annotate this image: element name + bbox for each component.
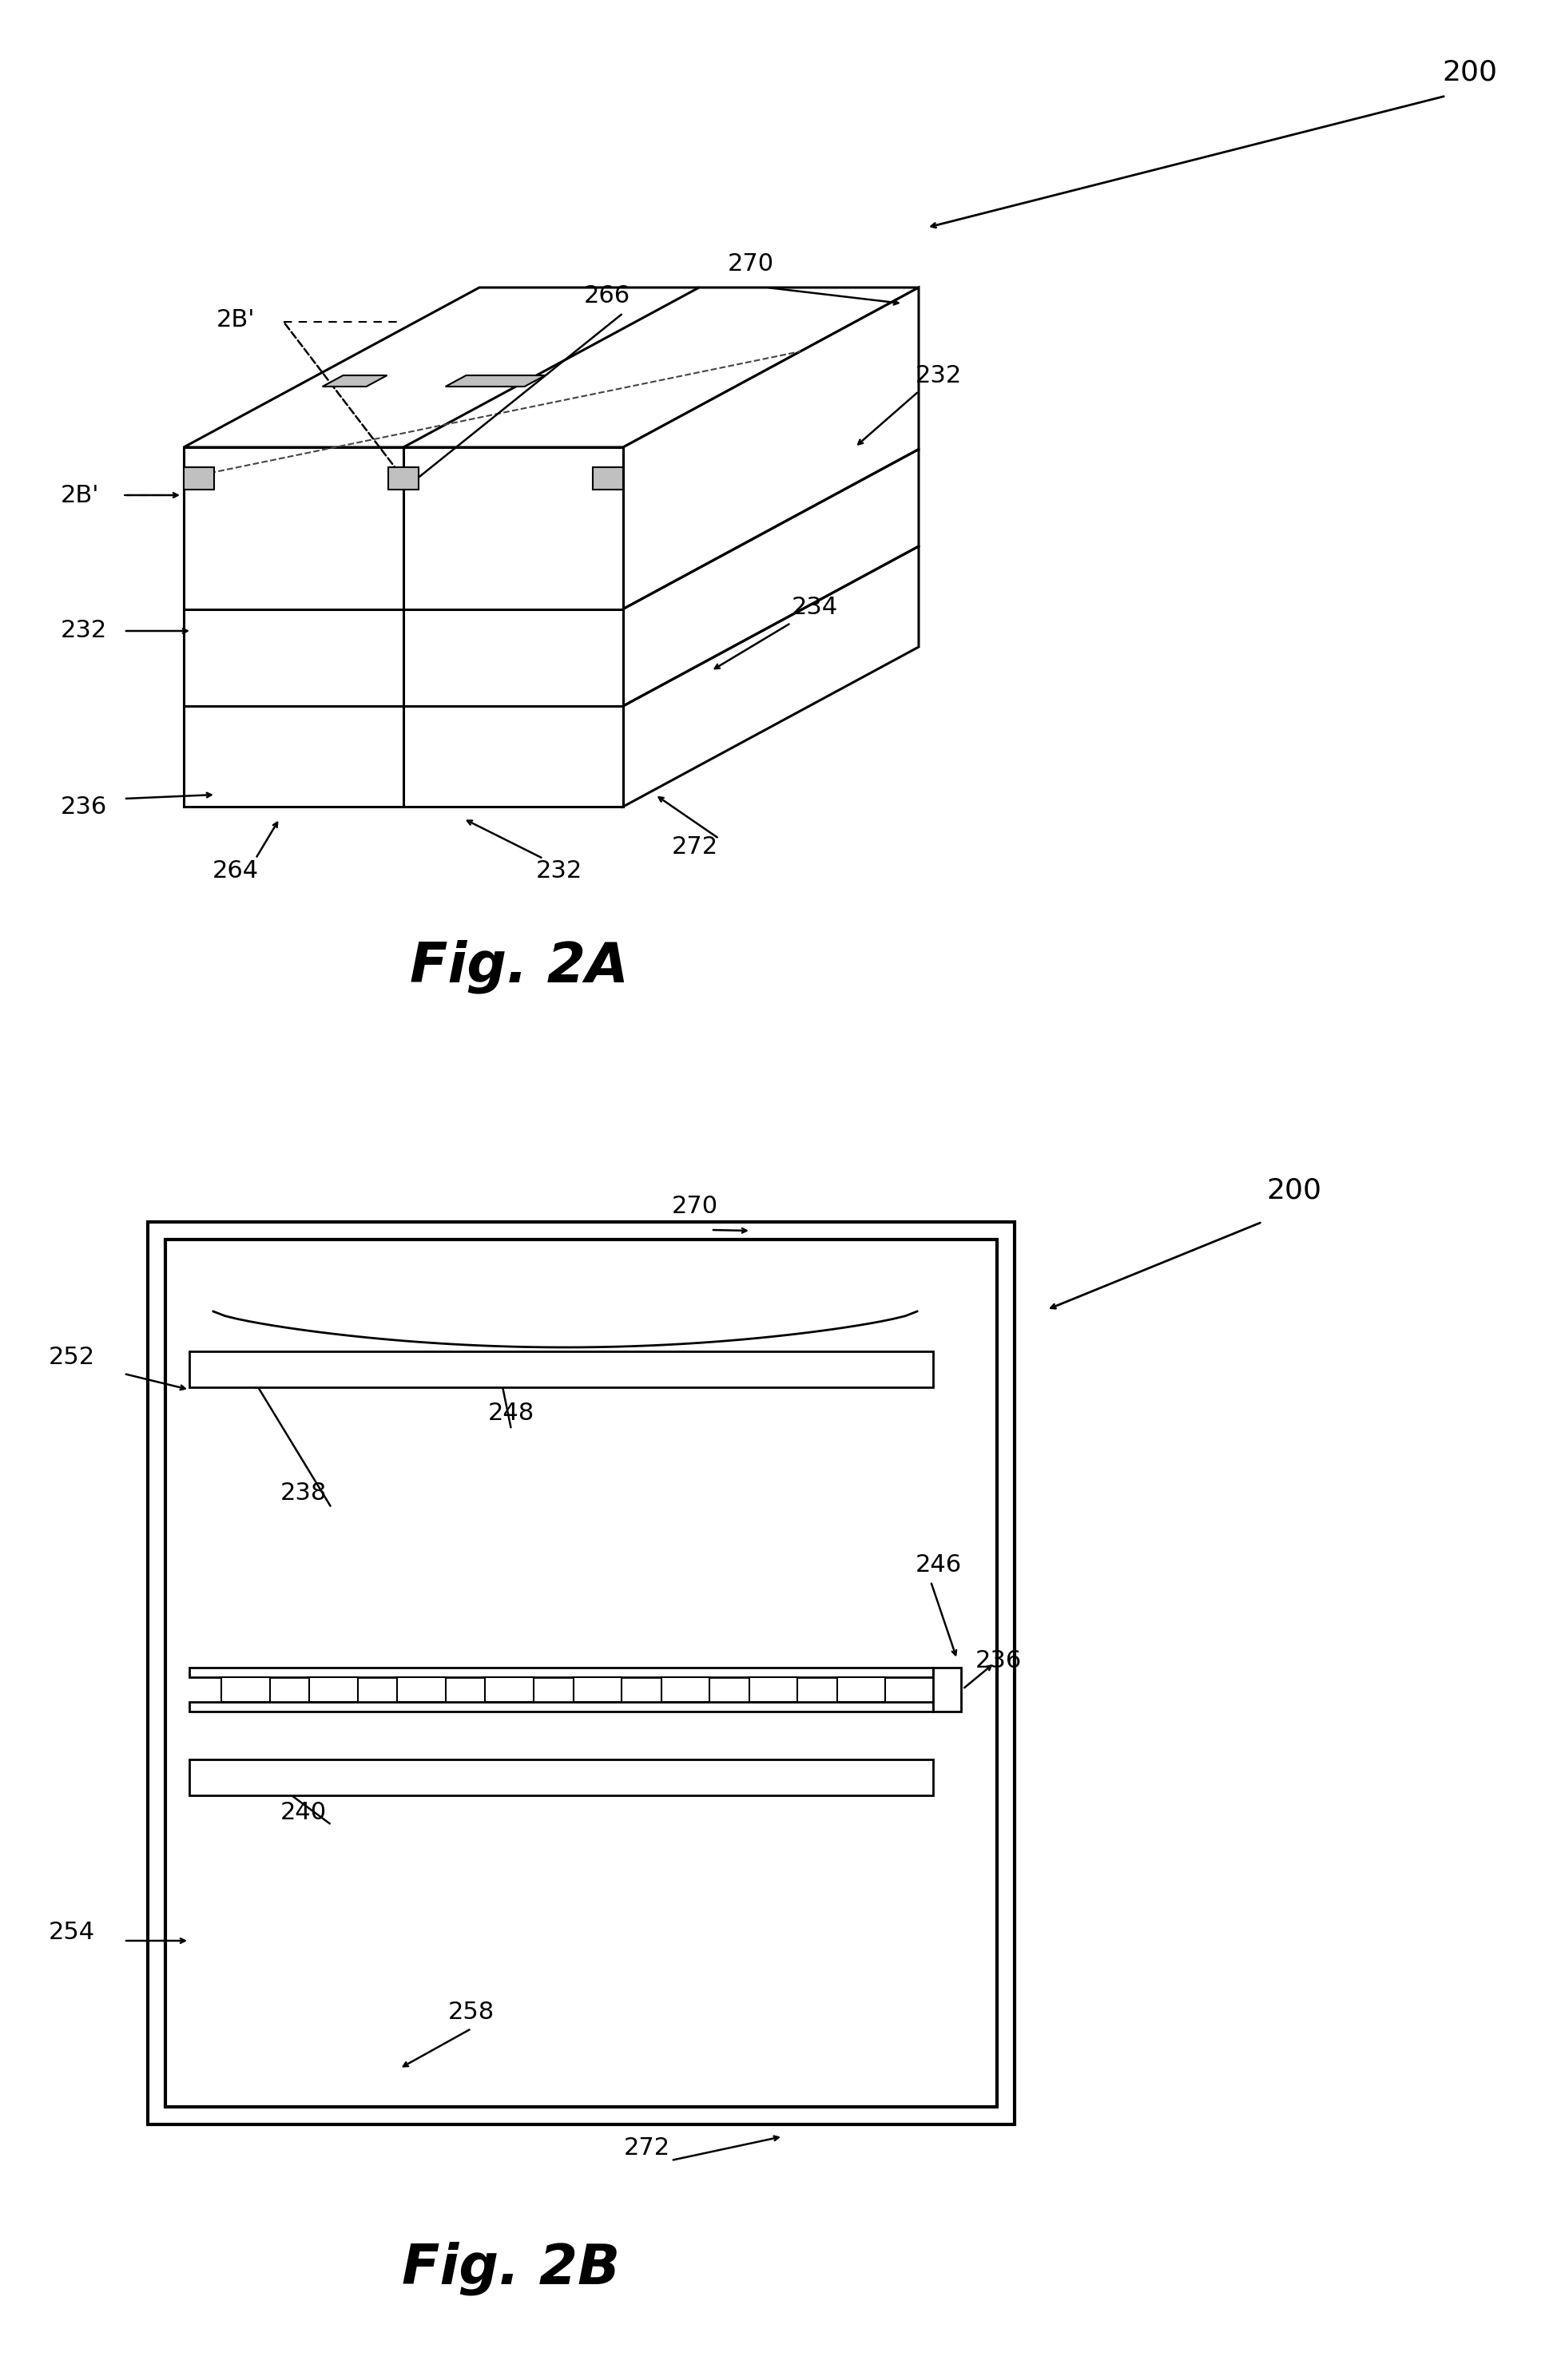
Bar: [183, 466, 214, 490]
Bar: [310, 1678, 358, 1702]
Text: 252: 252: [49, 1347, 95, 1368]
Text: 200: 200: [1266, 1176, 1322, 1204]
Text: 270: 270: [728, 252, 775, 276]
Bar: [933, 1668, 961, 1711]
Text: 270: 270: [671, 1195, 718, 1219]
Text: 272: 272: [624, 2137, 670, 2161]
Bar: [189, 1668, 933, 1678]
Text: 266: 266: [584, 283, 631, 307]
Bar: [221, 1678, 269, 1702]
Polygon shape: [322, 376, 387, 386]
Bar: [573, 1678, 621, 1702]
Bar: [750, 1678, 798, 1702]
Text: 246: 246: [916, 1554, 962, 1578]
Bar: [388, 466, 418, 490]
Text: 236: 236: [975, 1649, 1022, 1673]
Bar: [398, 1678, 446, 1702]
Bar: [189, 1702, 933, 1711]
Text: 248: 248: [488, 1402, 535, 1426]
Text: 200: 200: [1443, 57, 1498, 86]
Bar: [189, 1352, 933, 1388]
Text: 264: 264: [213, 859, 258, 883]
Text: Fig. 2B: Fig. 2B: [402, 2242, 620, 2294]
Bar: [147, 1221, 1014, 2125]
Polygon shape: [623, 288, 919, 807]
Text: 238: 238: [280, 1483, 327, 1504]
Text: 232: 232: [916, 364, 962, 388]
Text: 232: 232: [535, 859, 582, 883]
Polygon shape: [446, 376, 545, 386]
Bar: [837, 1678, 886, 1702]
Text: Fig. 2A: Fig. 2A: [410, 940, 629, 992]
Text: 236: 236: [61, 795, 106, 819]
Bar: [593, 466, 623, 490]
Bar: [660, 1678, 709, 1702]
Text: 2B': 2B': [61, 483, 99, 507]
Text: 272: 272: [671, 835, 718, 859]
Text: 234: 234: [792, 595, 839, 619]
Text: 240: 240: [280, 1802, 327, 1825]
Polygon shape: [183, 288, 919, 447]
Text: 232: 232: [61, 619, 106, 643]
Bar: [485, 1678, 534, 1702]
Bar: [189, 1759, 933, 1795]
Text: 254: 254: [49, 1921, 95, 1944]
Polygon shape: [183, 447, 623, 807]
Text: 258: 258: [448, 2002, 495, 2025]
Text: 2B': 2B': [216, 307, 255, 331]
Bar: [166, 1240, 997, 2106]
